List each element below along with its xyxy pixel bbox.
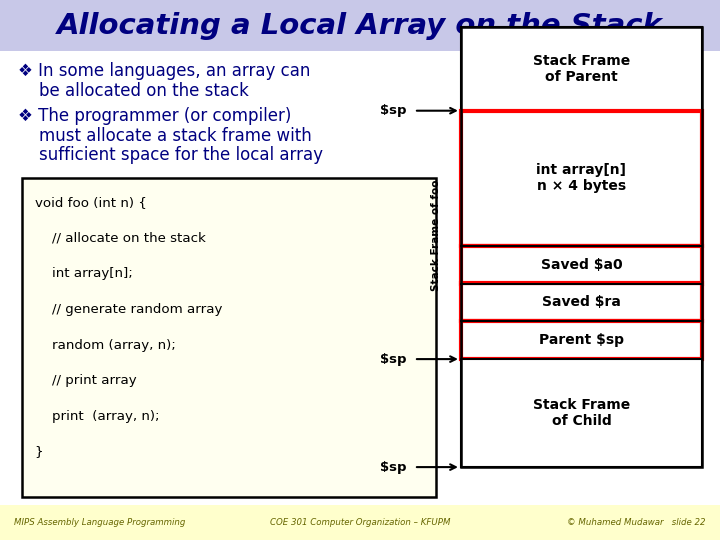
Text: void foo (int n) {: void foo (int n) { [35, 196, 146, 209]
Text: Saved $a0: Saved $a0 [541, 258, 622, 272]
Text: Parent $sp: Parent $sp [539, 333, 624, 347]
Text: ❖ In some languages, an array can: ❖ In some languages, an array can [18, 62, 310, 80]
Bar [461, 284, 702, 321]
Bar [461, 111, 702, 246]
Text: must allocate a stack frame with: must allocate a stack frame with [18, 126, 312, 145]
Text: // allocate on the stack: // allocate on the stack [35, 232, 205, 245]
Bar [461, 27, 702, 111]
Bar [22, 178, 436, 497]
Text: ❖ The programmer (or compiler): ❖ The programmer (or compiler) [18, 107, 292, 125]
Text: int array[n];: int array[n]; [35, 267, 132, 280]
Text: Saved $ra: Saved $ra [542, 295, 621, 309]
Text: $sp: $sp [380, 104, 407, 117]
Bar [461, 246, 702, 284]
Text: Allocating a Local Array on the Stack: Allocating a Local Array on the Stack [57, 12, 663, 40]
Text: Stack Frame of foo: Stack Frame of foo [431, 179, 441, 291]
Bar [461, 27, 702, 467]
Text: // generate random array: // generate random array [35, 303, 222, 316]
Text: Stack Frame
of Parent: Stack Frame of Parent [533, 54, 630, 84]
Text: $sp: $sp [380, 461, 407, 474]
Text: }: } [35, 446, 43, 458]
Text: be allocated on the stack: be allocated on the stack [18, 82, 249, 100]
Text: // print array: // print array [35, 374, 136, 387]
Bar [0, 505, 720, 540]
Text: MIPS Assembly Language Programming: MIPS Assembly Language Programming [14, 518, 186, 527]
Text: Stack Frame
of Child: Stack Frame of Child [533, 398, 630, 428]
Text: $sp: $sp [380, 353, 407, 366]
Bar [0, 0, 720, 51]
Bar [461, 359, 702, 467]
Text: int array[n]
n × 4 bytes: int array[n] n × 4 bytes [536, 163, 626, 193]
Text: print  (array, n);: print (array, n); [35, 410, 159, 423]
Text: © Muhamed Mudawar   slide 22: © Muhamed Mudawar slide 22 [567, 518, 706, 527]
Text: COE 301 Computer Organization – KFUPM: COE 301 Computer Organization – KFUPM [270, 518, 450, 527]
Text: sufficient space for the local array: sufficient space for the local array [18, 146, 323, 164]
Text: random (array, n);: random (array, n); [35, 339, 175, 352]
Bar [461, 321, 702, 359]
